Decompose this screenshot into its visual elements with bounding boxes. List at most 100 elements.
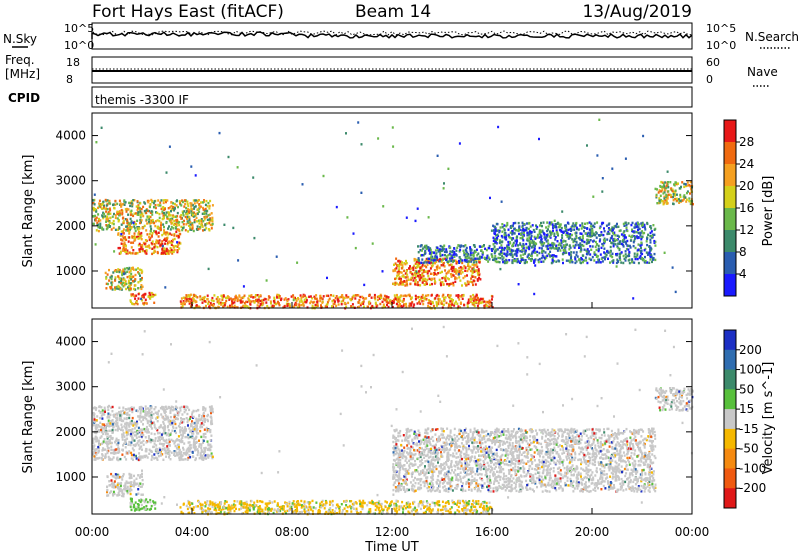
heatmap-cell: [163, 418, 166, 421]
heatmap-cell: [121, 494, 124, 498]
heatmap-cell: [635, 222, 638, 225]
heatmap-cell: [151, 456, 154, 459]
heatmap-cell: [658, 189, 661, 192]
heatmap-cell: [130, 406, 133, 409]
heatmap-cell: [186, 447, 189, 451]
heatmap-cell: [506, 221, 509, 225]
heatmap-cell: [173, 209, 176, 212]
heatmap-cell: [528, 256, 530, 260]
heatmap-cell: [176, 241, 179, 244]
heatmap-cell: [538, 236, 541, 239]
heatmap-cell: [100, 456, 103, 460]
heatmap-cell: [547, 252, 550, 256]
heatmap-cell: [184, 405, 187, 408]
heatmap-cell: [636, 225, 638, 228]
heatmap-cell: [393, 263, 395, 266]
heatmap-cell: [133, 421, 136, 424]
heatmap-cell: [599, 238, 602, 241]
heatmap-cell: [426, 270, 429, 273]
heatmap-cell: [617, 246, 620, 250]
heatmap-cell: [534, 244, 536, 247]
heatmap-cell: [376, 295, 379, 299]
heatmap-cell: [95, 453, 98, 456]
heatmap-cell: [637, 236, 640, 239]
heatmap-cell: [608, 228, 611, 231]
heatmap-cell: [284, 297, 287, 300]
heatmap-cell: [532, 241, 535, 244]
heatmap-cell: [439, 271, 442, 274]
heatmap-cell: [218, 131, 221, 135]
heatmap-cell: [164, 207, 166, 211]
heatmap-cell: [107, 211, 110, 214]
heatmap-cell: [504, 236, 506, 239]
heatmap-cell: [148, 220, 150, 223]
heatmap-cell: [201, 212, 204, 215]
heatmap-cell: [180, 405, 183, 409]
heatmap-cell: [156, 458, 159, 461]
heatmap-cell: [472, 293, 475, 297]
heatmap-cell: [689, 185, 692, 188]
heatmap-cell: [688, 197, 691, 200]
heatmap-cell: [116, 458, 119, 461]
heatmap-cell: [606, 238, 609, 241]
heatmap-cell: [112, 222, 115, 226]
heatmap-cell: [511, 253, 514, 257]
heatmap-cell: [570, 255, 573, 258]
heatmap-cell: [204, 432, 207, 436]
heatmap-cell: [136, 235, 139, 239]
heatmap-cell: [437, 300, 440, 303]
heatmap-cell: [563, 245, 566, 248]
heatmap-cell: [360, 143, 363, 146]
heatmap-cell: [556, 231, 559, 234]
heatmap-cell: [421, 277, 424, 281]
heatmap-cell: [178, 451, 181, 454]
heatmap-cell: [183, 405, 186, 408]
heatmap-cell: [399, 271, 402, 274]
heatmap-cell: [445, 248, 448, 251]
heatmap-cell: [101, 228, 104, 231]
heatmap-cell: [394, 297, 397, 301]
heatmap-cell: [190, 299, 193, 302]
heatmap-cell: [173, 450, 176, 453]
heatmap-cell: [540, 247, 543, 250]
heatmap-cell: [199, 429, 202, 433]
heatmap-cell: [511, 231, 514, 234]
heatmap-cell: [117, 448, 120, 451]
heatmap-cell: [454, 268, 457, 271]
heatmap-cell: [553, 232, 556, 235]
heatmap-cell: [195, 435, 198, 438]
heatmap-cell: [579, 261, 582, 264]
heatmap-cell: [105, 287, 108, 290]
heatmap-cell: [144, 292, 147, 296]
heatmap-cell: [199, 298, 202, 301]
heatmap-cell: [441, 277, 444, 280]
heatmap-cell: [420, 244, 423, 247]
heatmap-cell: [309, 301, 312, 305]
heatmap-cell: [172, 250, 175, 254]
heatmap-cell: [636, 252, 639, 255]
heatmap-cell: [154, 293, 157, 297]
heatmap-cell: [108, 221, 111, 224]
freq-label-1: Freq.: [5, 53, 35, 67]
heatmap-cell: [492, 258, 495, 262]
heatmap-cell: [198, 443, 201, 446]
heatmap-cell: [407, 278, 410, 281]
heatmap-cell: [113, 269, 116, 273]
heatmap-cell: [156, 411, 159, 414]
heatmap-cell: [118, 210, 121, 213]
heatmap-cell: [663, 185, 666, 188]
heatmap-cell: [118, 475, 121, 479]
heatmap-cell: [455, 262, 458, 265]
heatmap-cell: [175, 200, 178, 203]
heatmap-cell: [156, 420, 159, 423]
heatmap-cell: [201, 296, 204, 300]
heatmap-cell: [490, 229, 493, 232]
heatmap-cell: [167, 217, 170, 220]
heatmap-cell: [466, 251, 469, 254]
heatmap-cell: [678, 199, 681, 203]
heatmap-cell: [208, 222, 211, 225]
heatmap-cell: [232, 301, 234, 305]
heatmap-cell: [421, 300, 424, 303]
heatmap-cell: [450, 273, 452, 276]
heatmap-cell: [131, 438, 134, 442]
